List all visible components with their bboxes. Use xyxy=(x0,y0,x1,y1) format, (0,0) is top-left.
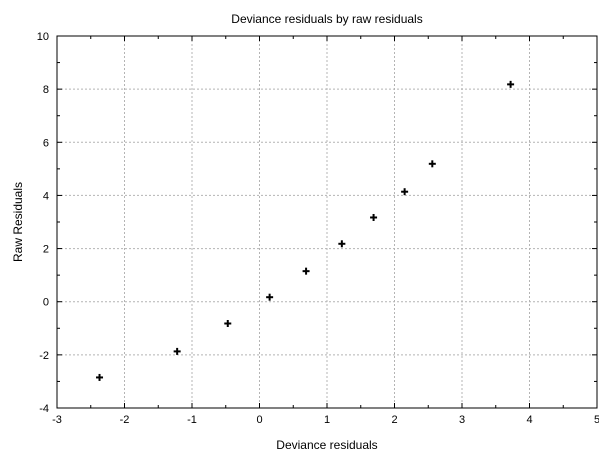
data-point xyxy=(224,320,232,328)
x-tick-label: 1 xyxy=(324,414,330,426)
x-tick-label: 5 xyxy=(594,414,599,426)
y-tick-label: 2 xyxy=(43,244,49,256)
grid-lines xyxy=(57,36,597,408)
y-tick-label: -4 xyxy=(39,403,49,415)
x-tick-label: 3 xyxy=(459,414,465,426)
x-tick-label: 2 xyxy=(391,414,397,426)
y-tick-label: 8 xyxy=(43,84,49,96)
data-point xyxy=(338,240,346,248)
data-point xyxy=(173,347,181,355)
data-point xyxy=(266,293,274,301)
x-tick-label: -3 xyxy=(52,414,62,426)
x-tick-label: 0 xyxy=(256,414,262,426)
x-tick-label: -2 xyxy=(120,414,130,426)
x-tick-label: -1 xyxy=(187,414,197,426)
data-point xyxy=(401,188,409,196)
tick-labels: -3 -2 -1 0 1 2 3 4 5 -4 -2 0 2 4 6 8 10 xyxy=(37,31,599,426)
y-tick-label: 0 xyxy=(43,297,49,309)
y-tick-label: 6 xyxy=(43,137,49,149)
y-tick-label: 10 xyxy=(37,31,49,43)
chart-title: Deviance residuals by raw residuals xyxy=(231,12,422,26)
x-axis-label: Deviance residuals xyxy=(276,438,377,452)
data-point xyxy=(302,267,310,275)
data-point xyxy=(507,80,515,88)
y-axis-label: Raw Residuals xyxy=(11,182,25,262)
data-point xyxy=(96,373,104,381)
plot-frame xyxy=(56,35,598,409)
data-point xyxy=(370,213,378,221)
y-tick-label: 4 xyxy=(43,190,49,202)
data-point xyxy=(428,160,436,168)
data-points xyxy=(96,80,515,381)
x-tick-label: 4 xyxy=(526,414,532,426)
y-tick-label: -2 xyxy=(39,350,49,362)
